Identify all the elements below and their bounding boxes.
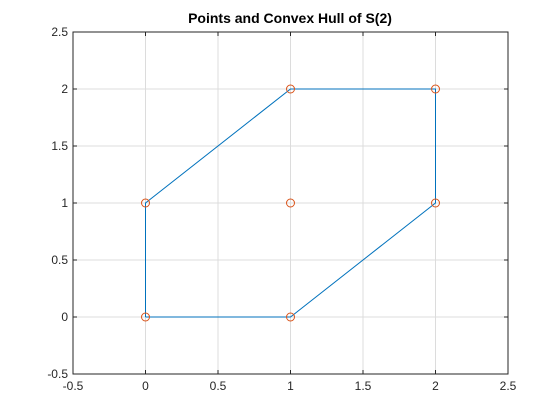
data-point [141, 198, 150, 208]
data-point [286, 198, 295, 208]
x-tick-label: -0.5 [63, 379, 84, 393]
hull-layer [145, 88, 436, 318]
chart-title: Points and Convex Hull of S(2) [188, 10, 392, 26]
data-point [431, 198, 440, 208]
data-point [431, 84, 440, 94]
x-tick-label: 2 [432, 379, 439, 393]
y-tick-label: 1 [61, 196, 68, 210]
x-tick-label: 1 [287, 379, 294, 393]
data-point [286, 312, 295, 322]
y-tick-label: 2.5 [51, 25, 68, 39]
data-point [286, 84, 295, 94]
y-tick-label: -0.5 [47, 367, 68, 381]
x-tick-label: 1.5 [355, 379, 372, 393]
data-point [141, 312, 150, 322]
ticks: -0.5 0 0.5 1 1.5 2 2.5 -0.5 0 0.5 1 1.5 2 2.5 [47, 25, 516, 393]
points-layer [141, 84, 440, 322]
y-tick-label: 0.5 [51, 253, 68, 267]
x-tick-label: 0.5 [210, 379, 227, 393]
y-tick-label: 2 [61, 82, 68, 96]
x-tick-label: 0 [142, 379, 149, 393]
x-tick-label: 2.5 [500, 379, 517, 393]
y-tick-label: 1.5 [51, 139, 68, 153]
convex-hull-line [145, 88, 436, 318]
y-tick-label: 0 [61, 310, 68, 324]
